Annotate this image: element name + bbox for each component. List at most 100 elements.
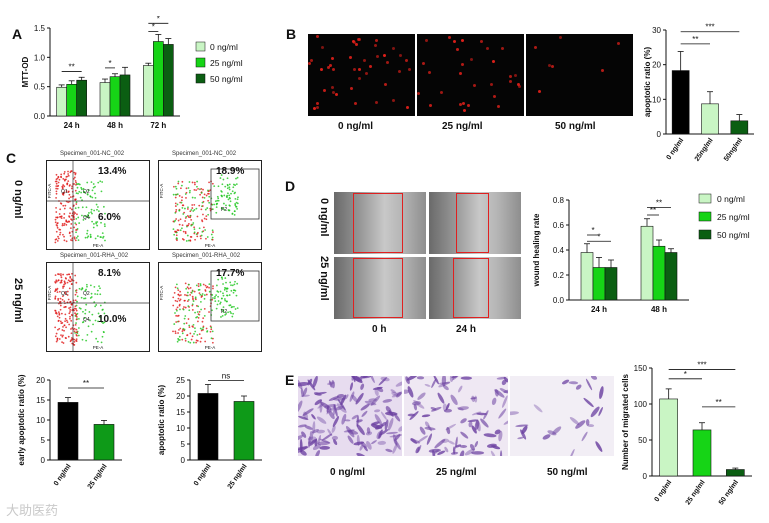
flow-event [74, 212, 77, 215]
migrated-cell [419, 426, 426, 435]
migrated-cell [464, 448, 475, 456]
legend-swatch [195, 57, 206, 68]
flow-event [192, 222, 195, 224]
migrated-cell [460, 431, 469, 439]
significance-label: * [684, 370, 687, 379]
flow-event [187, 305, 190, 308]
flow-event [55, 206, 57, 209]
apoptotic-cell-dot [392, 47, 395, 50]
flow-event [226, 294, 228, 297]
flow-y-axis-label: FITC-A [47, 184, 52, 199]
migrated-cell [351, 376, 354, 381]
flow-event [205, 237, 207, 240]
flow-event [82, 310, 84, 313]
flow-event [208, 290, 211, 293]
migrated-cell [368, 398, 377, 402]
flow-event [70, 218, 72, 221]
flow-event [56, 216, 59, 219]
flow-event [54, 274, 57, 277]
y-tick-label: 10 [36, 416, 45, 425]
flow-event [179, 308, 181, 311]
flow-event [203, 297, 206, 300]
apoptotic-cell-dot [332, 91, 335, 94]
flow-event [87, 214, 89, 216]
flow-event [81, 321, 84, 324]
flow-y-axis-label: FITC-A [47, 286, 52, 301]
flow-event [184, 231, 187, 233]
migrated-cell [396, 391, 402, 398]
flow-event [79, 196, 82, 199]
flow-event [72, 177, 75, 180]
bar [692, 429, 712, 477]
flow-cytometry-plot: P2 PE-A FITC-A [158, 160, 262, 250]
flow-event [64, 313, 67, 316]
flow-event [100, 221, 102, 224]
flow-event [73, 218, 75, 221]
b-image-label-25: 25 ng/ml [442, 121, 483, 132]
y-tick-label: 20 [176, 392, 185, 401]
apoptotic-cell-dot [514, 74, 517, 77]
flow-event [213, 203, 216, 206]
migrated-cell [476, 412, 488, 416]
migrated-cell [587, 424, 595, 428]
flow-event [174, 193, 177, 196]
flow-event [62, 285, 64, 288]
flow-event [175, 209, 178, 211]
flow-event [84, 312, 87, 315]
migrated-cell [417, 435, 429, 443]
flow-event [66, 221, 69, 224]
migrated-cell [298, 415, 309, 420]
migrated-cell [308, 439, 316, 444]
flow-event [57, 181, 60, 184]
bar [604, 267, 618, 301]
flow-event [88, 311, 91, 313]
flow-event [71, 185, 74, 188]
bar [730, 120, 749, 135]
significance-label: ** [656, 199, 662, 208]
migrated-cell [590, 406, 600, 418]
migrated-cell [336, 403, 347, 413]
flow-event [211, 330, 214, 333]
flow-event [74, 173, 77, 176]
flow-event [55, 180, 58, 183]
migrated-cell [370, 395, 381, 406]
flow-event [64, 204, 67, 207]
y-tick-label: 50 [638, 436, 647, 445]
migrated-cell [344, 419, 351, 422]
flow-event [204, 208, 207, 211]
migrated-cell [316, 429, 326, 434]
flow-event [172, 304, 175, 307]
flow-event [226, 187, 229, 190]
migrated-cell [398, 425, 402, 432]
flow-event [198, 292, 201, 295]
flow-event [194, 330, 197, 333]
flow-event [217, 199, 220, 202]
flow-event [72, 204, 75, 207]
flow-event [58, 273, 61, 276]
flow-event [224, 299, 227, 302]
flow-event [61, 298, 64, 301]
migrated-cell [428, 448, 441, 453]
migrated-cell [314, 399, 322, 406]
migrated-cell [568, 381, 579, 385]
migrated-cell [431, 378, 437, 389]
flow-event [232, 183, 235, 186]
flow-event [61, 341, 63, 344]
flow-event [183, 317, 186, 320]
flow-event [58, 338, 61, 340]
flow-event [75, 231, 77, 234]
flow-x-axis-label: PE-A [93, 243, 104, 248]
migrated-cell [311, 428, 320, 434]
flow-event [62, 204, 65, 207]
flow-event [198, 204, 201, 207]
flow-event [225, 281, 227, 284]
flow-event [70, 283, 73, 286]
flow-event [55, 340, 58, 343]
legend-label: 0 ng/ml [717, 194, 745, 204]
flow-event [89, 284, 92, 287]
flow-event [186, 224, 188, 227]
flow-event [61, 335, 64, 338]
x-tick-label: 50 ng/ml [718, 479, 740, 506]
flow-event [56, 226, 59, 229]
migrated-cell [347, 435, 354, 444]
